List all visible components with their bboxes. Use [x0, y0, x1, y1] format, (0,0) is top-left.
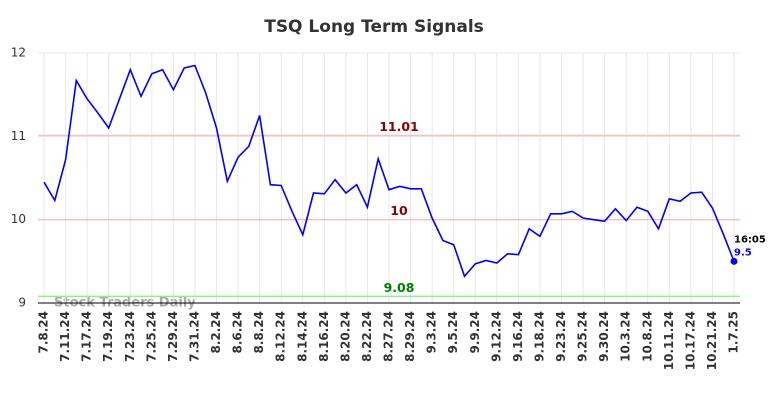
reference-label: 11.01 [379, 119, 419, 134]
x-tick-label: 9.9.24 [468, 311, 482, 354]
x-tick-label: 9.16.24 [511, 311, 525, 362]
y-tick-label: 9 [18, 296, 26, 310]
x-tick-label: 9.23.24 [554, 311, 568, 362]
x-tick-label: 7.25.24 [144, 311, 158, 362]
x-tick-label: 8.22.24 [360, 311, 374, 362]
y-tick-label: 12 [11, 46, 26, 60]
reference-label: 10 [390, 203, 408, 218]
x-tick-label: 8.14.24 [295, 311, 309, 362]
x-tick-label: 10.8.24 [640, 311, 654, 362]
x-tick-label: 7.31.24 [187, 311, 201, 362]
chart-title: TSQ Long Term Signals [264, 17, 484, 37]
x-tick-label: 9.5.24 [446, 311, 460, 354]
x-tick-label: 1.7.25 [727, 311, 741, 354]
last-value: 9.5 [734, 247, 752, 258]
x-tick-label: 9.3.24 [425, 311, 439, 354]
x-tick-label: 7.11.24 [58, 311, 72, 362]
x-tick-label: 8.29.24 [403, 311, 417, 362]
x-tick-label: 9.25.24 [576, 311, 590, 362]
reference-label: 9.08 [384, 280, 415, 295]
y-tick-label: 11 [11, 129, 26, 143]
x-tick-label: 10.21.24 [705, 311, 719, 370]
price-line [43, 64, 735, 278]
x-tick-label: 7.23.24 [123, 311, 137, 362]
x-tick-label: 10.11.24 [662, 311, 676, 370]
x-tick-label: 9.18.24 [532, 311, 546, 362]
x-tick-label: 7.29.24 [166, 311, 180, 362]
x-tick-label: 7.8.24 [37, 311, 51, 354]
x-tick-label: 10.17.24 [683, 311, 697, 370]
x-tick-label: 8.16.24 [317, 311, 331, 362]
x-tick-label: 10.3.24 [619, 311, 633, 362]
x-tick-label: 8.20.24 [338, 311, 352, 362]
x-tick-label: 9.30.24 [597, 311, 611, 362]
x-tick-label: 9.12.24 [489, 311, 503, 362]
x-tick-label: 7.19.24 [101, 311, 115, 362]
y-tick-label: 10 [11, 212, 26, 226]
x-tick-label: 8.12.24 [274, 311, 288, 362]
x-tick-label: 8.27.24 [382, 311, 396, 362]
x-tick-label: 7.17.24 [80, 311, 94, 362]
x-tick-label: 8.6.24 [231, 311, 245, 354]
last-time: 16:05 [734, 234, 766, 245]
x-tick-label: 8.2.24 [209, 311, 223, 354]
x-tick-label: 8.8.24 [252, 311, 266, 354]
last-point [730, 257, 738, 265]
